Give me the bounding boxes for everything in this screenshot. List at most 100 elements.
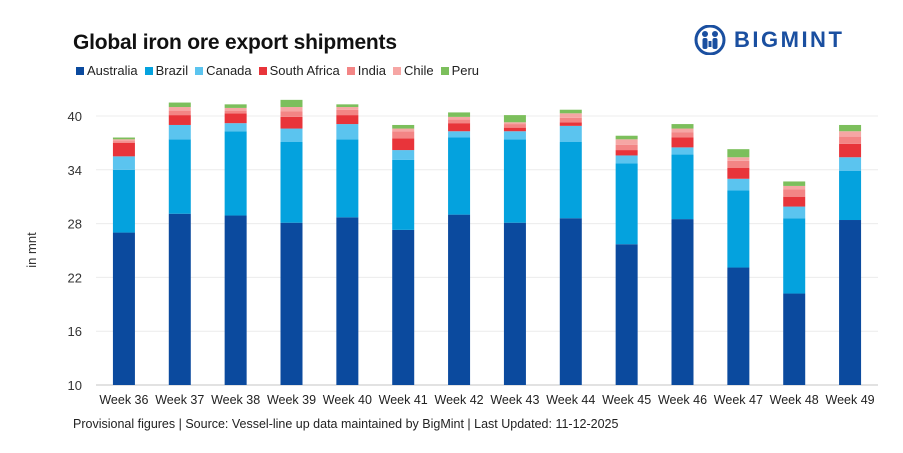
legend-swatch (76, 66, 84, 75)
bar-segment-peru (559, 109, 582, 114)
bar-segment-india (839, 136, 862, 144)
bar-segment-india (783, 189, 806, 197)
bar-segment-australia (392, 229, 415, 385)
bar-segment-australia (839, 220, 862, 385)
bar-segment-south-africa (839, 143, 862, 158)
bar-segment-chile (783, 185, 806, 190)
legend-item-canada: Canada (195, 63, 252, 78)
legend: Australia Brazil Canada South Africa Ind… (76, 63, 479, 78)
bar-segment-canada (280, 128, 303, 143)
x-tick-label: Week 42 (435, 393, 484, 407)
y-axis-label: in mnt (24, 232, 39, 268)
y-tick-label: 10 (68, 378, 82, 393)
gridlines (96, 115, 878, 386)
bar-segment-brazil (336, 139, 359, 218)
bar-segment-south-africa (280, 116, 303, 129)
x-tick-label: Week 37 (155, 393, 204, 407)
bar-segment-india (503, 124, 526, 128)
bar-segment-brazil (503, 139, 526, 223)
bar-segment-south-africa (559, 122, 582, 126)
bar-segment-australia (503, 222, 526, 385)
bar-segment-india (112, 141, 135, 143)
bar-stack (671, 124, 694, 385)
bar-segment-australia (671, 219, 694, 385)
bar-segment-canada (727, 178, 750, 191)
bar-segment-peru (727, 149, 750, 158)
legend-item-brazil: Brazil (144, 63, 189, 78)
bigmint-logo: BIGMINT (694, 25, 844, 55)
bar-segment-australia (224, 215, 247, 385)
bar-segment-south-africa (448, 123, 471, 132)
y-tick-label: 28 (68, 217, 82, 232)
bar-segment-south-africa (392, 138, 415, 151)
bar-segment-canada (503, 131, 526, 140)
legend-label: South Africa (269, 63, 340, 78)
bar-stack (783, 181, 806, 385)
bar-segment-brazil (224, 131, 247, 216)
bar-segment-chile (559, 113, 582, 118)
x-tick-label: Week 44 (546, 393, 595, 407)
bar-segment-peru (336, 104, 359, 108)
legend-swatch (392, 66, 401, 75)
bar-segment-chile (727, 157, 750, 161)
legend-item-australia: Australia (76, 63, 138, 78)
bar-segment-australia (448, 214, 471, 385)
bar-segment-brazil (559, 142, 582, 219)
bar-stack (224, 104, 247, 385)
x-axis-ticks: Week 36 Week 37 Week 38 Week 39 Week 40 Week … (99, 393, 874, 407)
bigmint-logo-icon (694, 25, 726, 55)
bar-segment-chile (671, 128, 694, 133)
bar-segment-india (224, 110, 247, 114)
legend-swatch (195, 66, 204, 75)
bar-segment-canada (559, 125, 582, 143)
bar-segment-canada (168, 124, 191, 140)
legend-label: Brazil (155, 63, 189, 78)
bar-segment-brazil (280, 142, 303, 223)
legend-swatch (258, 66, 267, 75)
bar-segment-india (392, 131, 415, 139)
footer-source: Provisional figures | Source: Vessel-lin… (73, 417, 619, 431)
x-tick-label: Week 39 (267, 393, 316, 407)
bar-segment-brazil (839, 170, 862, 221)
bar-segment-chile (224, 107, 247, 111)
bar-stack (615, 135, 638, 385)
bars (112, 99, 862, 385)
bar-segment-peru (112, 137, 135, 140)
legend-label: Chile (403, 63, 434, 78)
bar-stack (280, 99, 303, 385)
bar-segment-canada (392, 150, 415, 160)
bar-segment-chile (112, 139, 135, 142)
bar-segment-peru (448, 112, 471, 117)
x-tick-label: Week 47 (714, 393, 763, 407)
bar-segment-brazil (671, 154, 694, 220)
bar-segment-india (336, 109, 359, 116)
bar-segment-australia (727, 267, 750, 385)
bar-segment-south-africa (615, 150, 638, 156)
x-tick-label: Week 48 (770, 393, 819, 407)
y-tick-label: 40 (68, 109, 82, 124)
bar-segment-india (280, 111, 303, 117)
x-tick-label: Week 43 (490, 393, 539, 407)
bar-segment-india (615, 144, 638, 151)
legend-swatch (346, 66, 355, 75)
bar-stack (559, 109, 582, 385)
y-tick-label: 34 (68, 163, 82, 178)
bar-segment-india (671, 132, 694, 138)
bar-stack (839, 124, 862, 385)
bar-segment-canada (224, 123, 247, 132)
x-tick-label: Week 41 (379, 393, 428, 407)
bar-stack (392, 124, 415, 385)
bar-segment-chile (615, 139, 638, 145)
bar-segment-peru (783, 181, 806, 186)
bar-segment-south-africa (168, 115, 191, 125)
x-tick-label: Week 45 (602, 393, 651, 407)
bar-segment-australia (168, 213, 191, 385)
bar-segment-peru (615, 135, 638, 140)
bar-segment-peru (503, 115, 526, 123)
bar-segment-brazil (168, 139, 191, 214)
bar-segment-south-africa (503, 127, 526, 132)
bar-stack (503, 115, 526, 385)
bar-segment-canada (671, 147, 694, 155)
bar-segment-australia (615, 244, 638, 385)
